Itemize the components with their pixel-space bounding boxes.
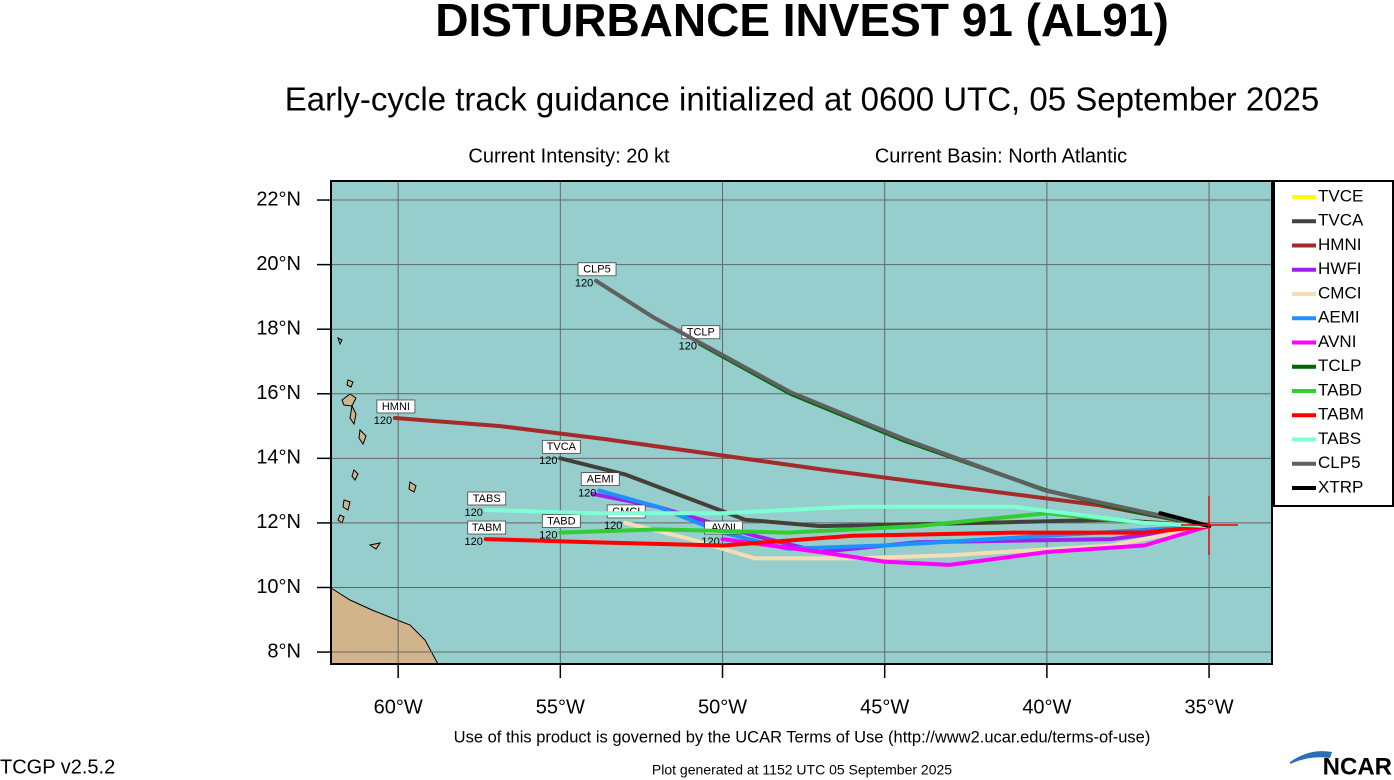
- subtitle: Early-cycle track guidance initialized a…: [285, 81, 1320, 118]
- track-label: TVCA: [547, 441, 577, 453]
- ocean: [331, 181, 1272, 664]
- legend-label: TABS: [1318, 429, 1361, 448]
- track-hour: 120: [578, 488, 596, 500]
- legend-label: CLP5: [1318, 453, 1361, 472]
- x-tick-label: 35°W: [1185, 696, 1234, 718]
- track-label-box: [541, 514, 581, 528]
- basin: Current Basin: North Atlantic: [875, 145, 1127, 167]
- y-tick-label: 10°N: [256, 576, 301, 598]
- track-hour: 120: [465, 507, 483, 519]
- track-label-box: [467, 520, 507, 535]
- legend-label: TVCA: [1318, 211, 1364, 230]
- y-tick-label: 14°N: [256, 447, 301, 469]
- y-tick-label: 12°N: [256, 511, 301, 533]
- track-label-box: [580, 472, 620, 487]
- generated: Plot generated at 1152 UTC 05 September …: [652, 762, 952, 778]
- track-label: CLP5: [583, 264, 611, 276]
- terms: Use of this product is governed by the U…: [454, 728, 1151, 746]
- logo: NCAR: [1323, 753, 1392, 780]
- track-label: AEMI: [587, 474, 614, 486]
- legend-label: TABM: [1318, 405, 1364, 424]
- track-hour: 120: [539, 530, 557, 542]
- y-tick-label: 18°N: [256, 317, 301, 339]
- legend-label: HMNI: [1318, 235, 1361, 254]
- legend-label: TABD: [1318, 380, 1362, 399]
- logo-mark: [1290, 751, 1332, 764]
- track-label-box: [376, 399, 416, 414]
- legend-label: CMCI: [1318, 283, 1361, 302]
- track: [483, 524, 1212, 548]
- legend-label: AEMI: [1318, 308, 1360, 327]
- legend-label: AVNI: [1318, 332, 1356, 351]
- track: [720, 524, 1212, 567]
- track-label: TABM: [472, 522, 502, 534]
- track-hour: 120: [374, 415, 392, 427]
- x-tick-label: 50°W: [698, 696, 747, 718]
- legend-label: XTRP: [1318, 477, 1363, 496]
- legend-label: HWFI: [1318, 259, 1361, 278]
- track-label-box: [541, 439, 581, 454]
- x-tick-label: 55°W: [536, 696, 585, 718]
- y-tick-label: 16°N: [256, 382, 301, 404]
- legend: TVCE TVCA HMNI HWFI CMCI AEMI AVNI TCLP TABD TABM…: [1292, 186, 1364, 496]
- legend-label: TCLP: [1318, 356, 1361, 375]
- track-label-box: [577, 262, 617, 277]
- track-label-box: [467, 491, 507, 506]
- x-tick-label: 40°W: [1022, 696, 1071, 718]
- track-hour: 120: [679, 341, 697, 353]
- legend-label: TVCE: [1318, 186, 1363, 205]
- track-hour: 120: [539, 455, 557, 467]
- grid: [331, 181, 1272, 664]
- plot-frame: [330, 180, 1273, 665]
- track-label: TCLP: [687, 327, 715, 339]
- version: TCGP v2.5.2: [0, 756, 115, 778]
- track-hour: 120: [465, 536, 483, 548]
- track: [483, 504, 1212, 529]
- y-tick-label: 22°N: [256, 188, 301, 210]
- track: [1158, 511, 1212, 529]
- title: DISTURBANCE INVEST 91 (AL91): [435, 0, 1169, 46]
- track-label: TABS: [473, 493, 501, 505]
- track-label: HMNI: [382, 401, 410, 413]
- y-tick-label: 20°N: [256, 253, 301, 275]
- y-tick-label: 8°N: [267, 640, 301, 662]
- track-label: TABD: [547, 516, 576, 528]
- x-tick-label: 60°W: [374, 696, 423, 718]
- track-hour: 120: [575, 278, 593, 290]
- tracks: TVCA120HMNI120CMCI120AEMI120AVNI120TCLP1…: [374, 262, 1212, 567]
- intensity: Current Intensity: 20 kt: [468, 145, 670, 167]
- track: [594, 278, 1212, 529]
- x-tick-label: 45°W: [860, 696, 909, 718]
